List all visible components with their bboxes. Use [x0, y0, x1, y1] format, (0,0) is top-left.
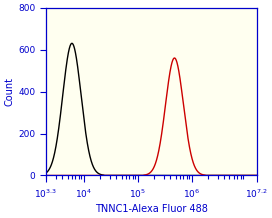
X-axis label: TNNC1-Alexa Fluor 488: TNNC1-Alexa Fluor 488	[95, 204, 208, 214]
Y-axis label: Count: Count	[4, 77, 14, 106]
